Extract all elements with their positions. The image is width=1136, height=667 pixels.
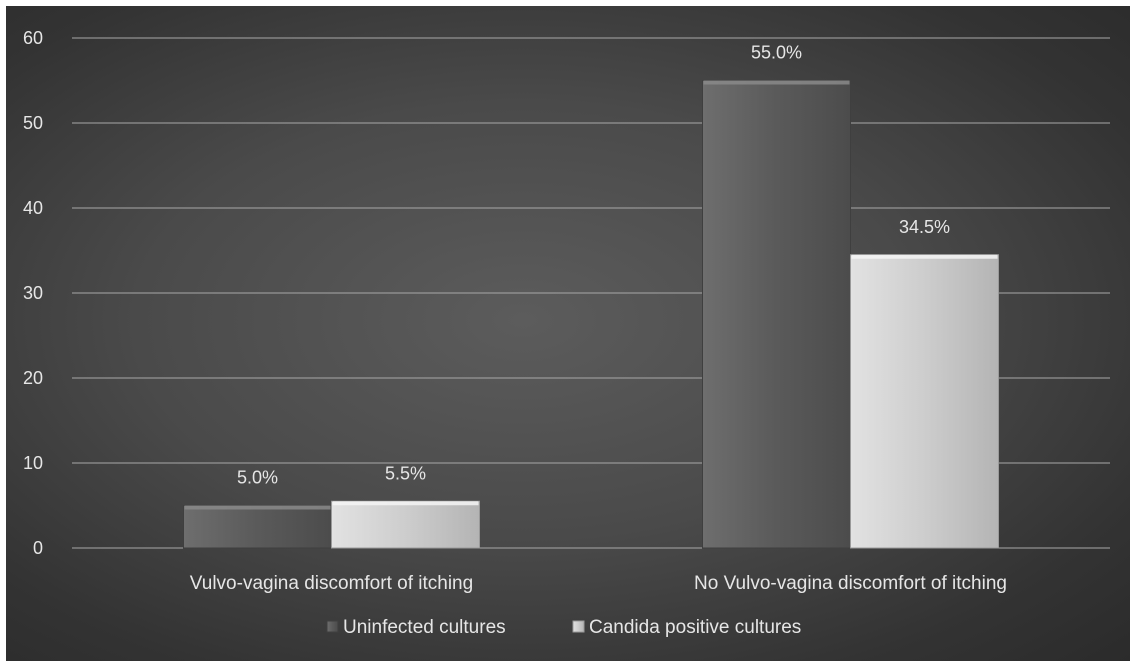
chart-area: 0 10 20 30 40 50 60 5.0% 5.5% 55.0% 34.5% Vulvo-v…: [6, 6, 1130, 661]
legend-swatch-uninfected: [326, 620, 339, 633]
bar-candida-1: [850, 254, 999, 549]
data-labels: 5.0% 5.5% 55.0% 34.5%: [237, 43, 950, 488]
legend-label: Candida positive cultures: [589, 617, 801, 638]
x-category-label: No Vulvo-vagina discomfort of itching: [694, 573, 1007, 594]
y-tick-label: 30: [23, 283, 43, 303]
y-tick-label: 20: [23, 368, 43, 388]
legend-label: Uninfected cultures: [343, 617, 506, 638]
y-tick-label: 0: [33, 538, 43, 558]
data-label: 55.0%: [751, 43, 802, 63]
bar-bevel: [332, 501, 479, 506]
bar-candida-0: [331, 500, 480, 549]
data-label: 34.5%: [899, 217, 950, 237]
bar-uninfected-0: [183, 505, 332, 549]
bar-chart: 0 10 20 30 40 50 60 5.0% 5.5% 55.0% 34.5% Vulvo-v…: [23, 28, 1110, 638]
bar-bevel: [851, 254, 998, 259]
bar-uninfected-1: [702, 80, 851, 549]
data-label: 5.5%: [385, 463, 426, 483]
y-tick-label: 50: [23, 113, 43, 133]
bars: [183, 80, 999, 549]
bar-bevel: [703, 80, 850, 85]
legend: Uninfected cultures Candida positive cult…: [326, 617, 801, 638]
y-tick-label: 40: [23, 198, 43, 218]
bar-bevel: [184, 505, 331, 510]
y-tick-label: 60: [23, 28, 43, 48]
data-label: 5.0%: [237, 468, 278, 488]
y-tick-label: 10: [23, 453, 43, 473]
gridlines: [72, 37, 1110, 549]
y-axis-ticks: 0 10 20 30 40 50 60: [23, 28, 43, 558]
x-axis-categories: Vulvo-vagina discomfort of itching No Vul…: [190, 573, 1007, 594]
legend-swatch-candida: [572, 620, 585, 633]
x-category-label: Vulvo-vagina discomfort of itching: [190, 573, 473, 594]
